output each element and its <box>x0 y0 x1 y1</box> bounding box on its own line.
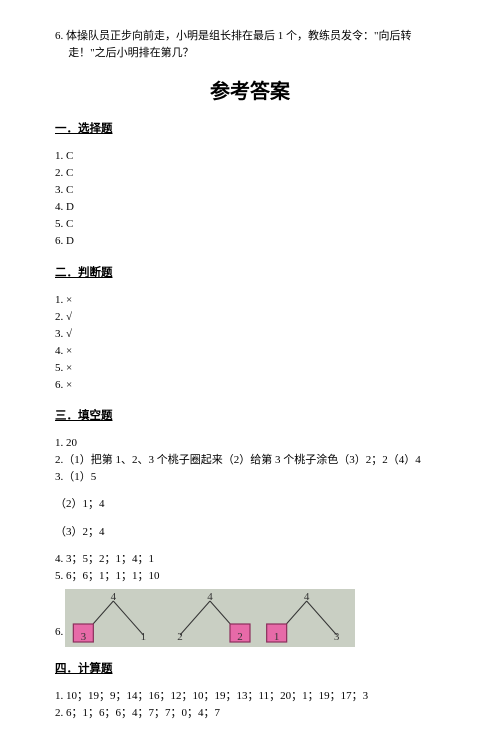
question-6: 6. 体操队员正步向前走，小明是组长排在最后 1 个，教练员发令："向后转 走！… <box>55 28 445 61</box>
svg-text:4: 4 <box>208 591 214 603</box>
section-calc-title: 四．计算题 <box>55 661 445 678</box>
judge-6: 6. × <box>55 377 445 394</box>
section-choice-title: 一．选择题 <box>55 121 445 138</box>
judge-4: 4. × <box>55 343 445 360</box>
section-judge-title: 二．判断题 <box>55 265 445 282</box>
svg-text:1: 1 <box>141 631 147 643</box>
judge-1: 1. × <box>55 292 445 309</box>
fill-6-diagram: 6. 4 3 1 4 2 2 4 1 3 <box>55 589 445 647</box>
calc-1: 1. 10；19；9；14；16；12；10；19；13；11；20；1；19；… <box>55 688 445 705</box>
fill-6-label: 6. <box>55 624 63 647</box>
svg-text:2: 2 <box>178 631 184 643</box>
fill-3c: （3）2；4 <box>55 524 445 541</box>
fill-1: 1. 20 <box>55 435 445 452</box>
svg-text:1: 1 <box>274 631 280 643</box>
svg-text:2: 2 <box>238 631 244 643</box>
svg-text:3: 3 <box>81 631 87 643</box>
question-text-2: 走！"之后小明排在第几？ <box>68 47 194 59</box>
fill-4: 4. 3；5；2；1；4；1 <box>55 551 445 568</box>
judge-3: 3. √ <box>55 326 445 343</box>
fill-5: 5. 6；6；1；1；1；10 <box>55 568 445 585</box>
fill-2: 2.（1）把第 1、2、3 个桃子圈起来（2）给第 3 个桃子涂色（3）2；2（… <box>55 452 445 469</box>
judge-2: 2. √ <box>55 309 445 326</box>
choice-4: 4. D <box>55 199 445 216</box>
svg-text:4: 4 <box>111 591 117 603</box>
fill-3b: （2）1；4 <box>55 496 445 513</box>
calc-2: 2. 6；1；6；6；4；7；7；0；4；7 <box>55 705 445 722</box>
choice-6: 6. D <box>55 233 445 250</box>
choice-1: 1. C <box>55 148 445 165</box>
choice-5: 5. C <box>55 216 445 233</box>
question-text-1: 体操队员正步向前走，小明是组长排在最后 1 个，教练员发令："向后转 <box>66 30 412 42</box>
tree-diagram: 4 3 1 4 2 2 4 1 3 <box>65 589 355 647</box>
section-fill-title: 三．填空题 <box>55 408 445 425</box>
choice-3: 3. C <box>55 182 445 199</box>
svg-text:4: 4 <box>304 591 310 603</box>
question-number: 6. <box>55 30 63 42</box>
main-title: 参考答案 <box>55 77 445 107</box>
choice-2: 2. C <box>55 165 445 182</box>
judge-5: 5. × <box>55 360 445 377</box>
fill-3a: 3.（1）5 <box>55 469 445 486</box>
svg-text:3: 3 <box>334 631 340 643</box>
